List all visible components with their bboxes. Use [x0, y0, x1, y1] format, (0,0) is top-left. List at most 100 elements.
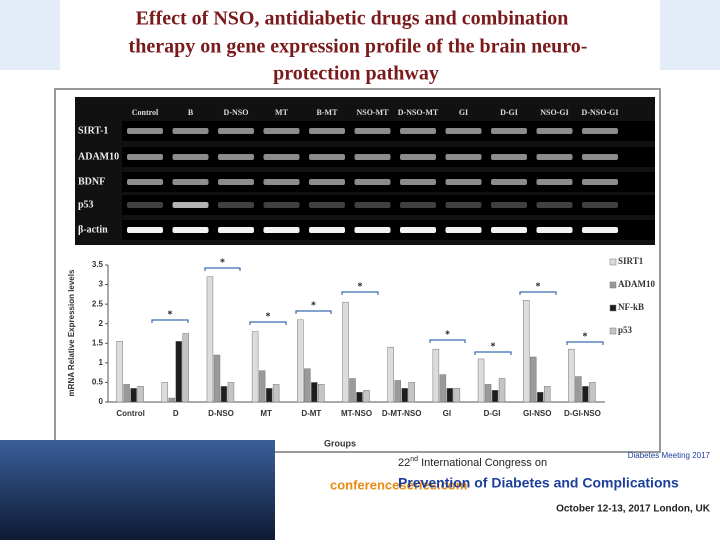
x-tick-label: GI-NSO — [523, 409, 551, 418]
lane-label: D-GI — [500, 108, 518, 117]
lane-label: B — [188, 108, 194, 117]
gel-band — [491, 202, 527, 208]
bar — [498, 378, 506, 403]
bar — [491, 390, 499, 403]
significance-bracket — [295, 310, 332, 314]
legend-swatch — [609, 281, 617, 289]
gel-band — [172, 227, 209, 233]
bar — [311, 382, 318, 403]
significance-mark: * — [358, 281, 363, 292]
significance-mark: * — [583, 331, 588, 342]
bar — [568, 348, 575, 403]
slide-title: protection pathway — [273, 63, 439, 85]
gel-band — [218, 202, 254, 208]
gel-band — [127, 154, 163, 160]
significance-bracket — [566, 341, 604, 345]
x-tick-label: GI — [443, 409, 451, 418]
x-tick-label: D-GI — [484, 409, 501, 418]
significance-mark: * — [220, 257, 225, 268]
gel-band — [400, 202, 436, 208]
legend-label: p53 — [618, 325, 633, 335]
row-label: ADAM10 — [78, 151, 119, 162]
corner-band — [660, 0, 720, 70]
significance-mark: * — [491, 341, 496, 352]
lane-label: NSO-MT — [357, 108, 390, 117]
gel-band — [445, 179, 482, 185]
bar — [522, 299, 530, 403]
bar — [168, 397, 176, 403]
bar — [123, 384, 130, 403]
y-tick-label: 0 — [99, 397, 104, 406]
significance-bracket — [249, 321, 287, 325]
y-tick-label: 3.5 — [92, 260, 104, 269]
x-tick-label: D-GI-NSO — [564, 409, 601, 418]
bar — [297, 319, 304, 403]
bar — [349, 378, 356, 403]
gel-band — [354, 179, 391, 185]
gel-band — [582, 154, 618, 160]
bar — [453, 388, 461, 403]
bar — [130, 388, 137, 403]
bar — [227, 382, 235, 403]
gel-band — [218, 227, 254, 233]
bar — [387, 346, 394, 403]
significance-bracket — [341, 291, 379, 295]
corner-band — [0, 0, 60, 70]
significance-mark: * — [168, 309, 173, 320]
bar — [446, 388, 454, 403]
gel-band — [536, 128, 573, 134]
gel-band — [582, 128, 618, 134]
gel-band — [263, 227, 300, 233]
bar — [401, 388, 408, 403]
significance-bracket — [474, 351, 512, 355]
congress-line: 22nd International Congress on — [398, 456, 547, 469]
bar — [432, 348, 440, 403]
gel-band — [445, 154, 482, 160]
lane-label: GI — [459, 108, 468, 117]
gel-band — [445, 128, 482, 134]
bar — [258, 370, 266, 403]
gel-band — [263, 202, 300, 208]
bar — [116, 341, 123, 403]
gel-band — [536, 227, 573, 233]
significance-bracket — [151, 319, 189, 323]
x-axis-label: Groups — [324, 438, 356, 448]
row-label: p53 — [78, 199, 94, 210]
congress-suffix: nd — [410, 456, 418, 463]
bar — [342, 301, 349, 403]
y-tick-label: 3 — [99, 280, 104, 289]
gel-band — [218, 128, 254, 134]
y-tick-label: 1 — [99, 358, 104, 367]
gel-band — [354, 128, 391, 134]
legend-label: NF-kB — [618, 302, 644, 312]
y-axis-label: mRNA Relative Expression levels — [67, 269, 76, 396]
gel-band — [400, 179, 436, 185]
lane-label: D-NSO-MT — [398, 108, 439, 117]
y-tick-label: 0.5 — [92, 378, 104, 387]
significance-bracket — [519, 291, 557, 295]
lane-label: MT — [275, 108, 289, 117]
bar — [304, 368, 311, 403]
gel-band — [309, 154, 345, 160]
y-tick-label: 2 — [99, 319, 104, 328]
gel-band — [491, 128, 527, 134]
lane-label: NSO-GI — [540, 108, 568, 117]
significance-bracket — [204, 267, 241, 271]
gel-band — [491, 154, 527, 160]
gel-band — [445, 202, 482, 208]
y-tick-label: 2.5 — [92, 299, 104, 308]
gel-band — [400, 154, 436, 160]
city-photo — [0, 440, 275, 540]
legend-label: ADAM10 — [618, 279, 655, 289]
bar — [484, 384, 492, 403]
gel-band — [582, 227, 618, 233]
legend-swatch — [609, 258, 617, 266]
bar — [439, 374, 447, 403]
x-tick-label: MT-NSO — [341, 409, 372, 418]
slide-title: Effect of NSO, antidiabetic drugs and co… — [136, 8, 569, 30]
congress-name: Prevention of Diabetes and Complications — [398, 475, 679, 491]
significance-mark: * — [536, 281, 541, 292]
gel-band — [445, 227, 482, 233]
bar — [272, 384, 280, 403]
